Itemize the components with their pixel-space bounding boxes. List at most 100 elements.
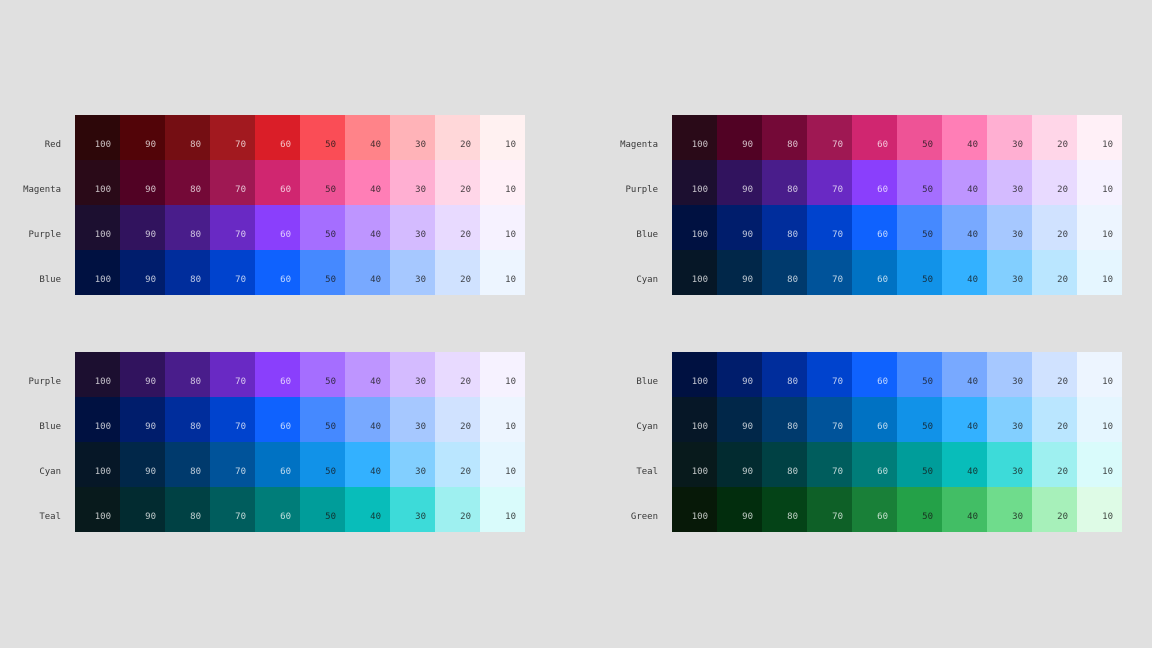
swatch-magenta-20: 20 — [1032, 115, 1077, 160]
grade-label: 20 — [460, 185, 471, 195]
grade-label: 10 — [505, 140, 516, 150]
row-label: Green — [630, 512, 658, 522]
swatch-purple-60: 60 — [255, 205, 300, 250]
grade-label: 80 — [190, 275, 201, 285]
swatch-teal-20: 20 — [1032, 442, 1077, 487]
swatch-magenta-10: 10 — [1077, 115, 1122, 160]
grade-label: 90 — [145, 275, 156, 285]
swatch-purple-100: 100 — [672, 160, 717, 205]
swatch-purple-80: 80 — [762, 160, 807, 205]
swatch-cyan-40: 40 — [345, 442, 390, 487]
swatch-red-10: 10 — [480, 115, 525, 160]
grade-label: 40 — [967, 230, 978, 240]
grade-label: 30 — [1012, 275, 1023, 285]
grade-label: 30 — [1012, 467, 1023, 477]
swatch-cyan-90: 90 — [717, 250, 762, 295]
palette-row-red: Red 100 90 80 70 60 50 40 30 20 10 — [45, 115, 525, 160]
palette-row-cyan: Cyan 100 90 80 70 60 50 40 30 20 10 — [39, 442, 525, 487]
swatch-blue-30: 30 — [390, 397, 435, 442]
swatch-blue-50: 50 — [300, 250, 345, 295]
swatch-cyan-10: 10 — [1077, 397, 1122, 442]
grade-label: 80 — [787, 140, 798, 150]
grade-label: 20 — [460, 140, 471, 150]
swatch-cyan-30: 30 — [987, 397, 1032, 442]
grade-label: 80 — [787, 185, 798, 195]
swatch-red-60: 60 — [255, 115, 300, 160]
swatch-magenta-20: 20 — [435, 160, 480, 205]
grade-label: 100 — [94, 377, 111, 387]
grade-label: 50 — [922, 185, 933, 195]
swatch-blue-50: 50 — [897, 352, 942, 397]
grade-label: 10 — [1102, 185, 1113, 195]
grade-label: 80 — [190, 140, 201, 150]
grade-label: 90 — [145, 230, 156, 240]
grade-label: 70 — [832, 140, 843, 150]
grade-label: 100 — [94, 185, 111, 195]
swatch-teal-20: 20 — [435, 487, 480, 532]
grade-label: 20 — [1057, 230, 1068, 240]
swatch-cyan-60: 60 — [255, 442, 300, 487]
swatch-blue-80: 80 — [165, 250, 210, 295]
swatch-blue-100: 100 — [672, 352, 717, 397]
grade-label: 10 — [1102, 377, 1113, 387]
grade-label: 100 — [691, 422, 708, 432]
palette-panel-top-left: Red 100 90 80 70 60 50 40 30 20 10 Magenta 100 90 80 70… — [23, 115, 525, 295]
swatch-blue-70: 70 — [210, 397, 255, 442]
grade-label: 10 — [505, 230, 516, 240]
palette-row-blue: Blue 100 90 80 70 60 50 40 30 20 10 — [39, 397, 525, 442]
grade-label: 50 — [325, 230, 336, 240]
swatch-purple-30: 30 — [390, 205, 435, 250]
grade-label: 80 — [190, 512, 201, 522]
grade-label: 80 — [190, 422, 201, 432]
swatch-red-50: 50 — [300, 115, 345, 160]
grade-label: 60 — [877, 185, 888, 195]
row-label: Red — [44, 140, 61, 150]
grade-label: 60 — [280, 140, 291, 150]
grade-label: 20 — [460, 512, 471, 522]
row-label: Teal — [39, 512, 61, 522]
swatch-blue-20: 20 — [1032, 205, 1077, 250]
grade-label: 50 — [922, 230, 933, 240]
grade-label: 80 — [787, 230, 798, 240]
grade-label: 30 — [1012, 422, 1023, 432]
grade-label: 50 — [922, 275, 933, 285]
grade-label: 10 — [1102, 230, 1113, 240]
grade-label: 100 — [691, 275, 708, 285]
swatch-cyan-10: 10 — [480, 442, 525, 487]
row-label: Magenta — [23, 185, 61, 195]
palette-row-blue: Blue 100 90 80 70 60 50 40 30 20 10 — [636, 205, 1122, 250]
swatch-purple-30: 30 — [987, 160, 1032, 205]
grade-label: 20 — [460, 422, 471, 432]
swatch-blue-100: 100 — [672, 205, 717, 250]
swatch-cyan-20: 20 — [1032, 397, 1077, 442]
grade-label: 70 — [832, 377, 843, 387]
grade-label: 50 — [325, 512, 336, 522]
swatch-green-50: 50 — [897, 487, 942, 532]
grade-label: 80 — [787, 422, 798, 432]
swatch-purple-50: 50 — [300, 352, 345, 397]
swatch-blue-20: 20 — [1032, 352, 1077, 397]
grade-label: 70 — [832, 230, 843, 240]
grade-label: 20 — [460, 377, 471, 387]
grade-label: 100 — [691, 185, 708, 195]
grade-label: 10 — [1102, 467, 1113, 477]
palette-row-teal: Teal 100 90 80 70 60 50 40 30 20 10 — [39, 487, 525, 532]
swatch-green-30: 30 — [987, 487, 1032, 532]
swatch-purple-70: 70 — [210, 205, 255, 250]
swatch-magenta-50: 50 — [897, 115, 942, 160]
grade-label: 30 — [1012, 140, 1023, 150]
row-label: Purple — [625, 185, 658, 195]
swatch-cyan-50: 50 — [897, 250, 942, 295]
swatch-purple-40: 40 — [345, 205, 390, 250]
grade-label: 50 — [325, 422, 336, 432]
swatch-magenta-70: 70 — [807, 115, 852, 160]
grade-label: 30 — [1012, 377, 1023, 387]
grade-label: 60 — [280, 422, 291, 432]
grade-label: 50 — [325, 140, 336, 150]
swatch-blue-40: 40 — [942, 205, 987, 250]
grade-label: 70 — [235, 512, 246, 522]
grade-label: 70 — [235, 140, 246, 150]
swatch-cyan-100: 100 — [75, 442, 120, 487]
grade-label: 70 — [235, 275, 246, 285]
grade-label: 20 — [1057, 185, 1068, 195]
